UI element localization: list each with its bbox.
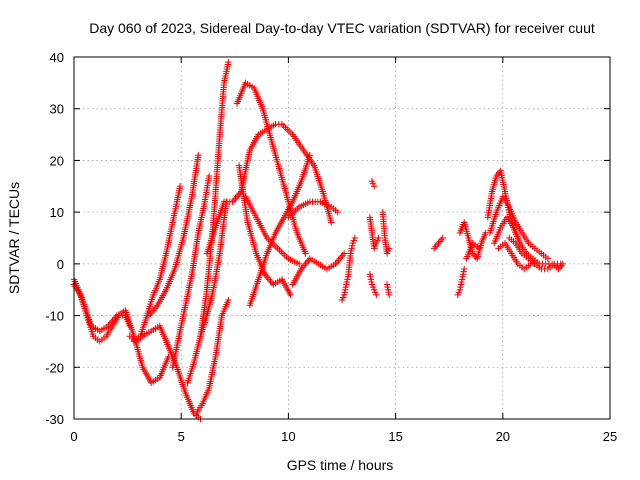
data-point-track-30 [558,262,565,269]
plot-frame [73,56,611,420]
x-tick-label: 25 [603,429,617,444]
x-axis-title: GPS time / hours [287,457,394,473]
data-point-track-16 [334,208,341,216]
data-point-track-5 [148,308,156,316]
data-point-track-29 [544,255,552,262]
data-point-track-10 [235,191,242,199]
data-point-track-10 [230,196,238,204]
data-layer [70,58,567,423]
data-point-track-18 [351,234,359,242]
y-tick-label: 40 [50,50,64,65]
data-point-track-24 [433,241,441,249]
data-point-track-17 [335,257,342,264]
data-point-track-5 [195,152,202,159]
data-point-track-12 [287,291,294,299]
data-point-track-17 [336,255,344,262]
data-point-track-17 [340,250,348,257]
data-point-track-11 [302,250,309,257]
x-tick-label: 15 [388,429,402,444]
y-tick-label: 20 [50,153,64,168]
data-point-track-12 [265,276,273,283]
data-point-track-6 [205,172,213,180]
y-tick-label: -30 [45,412,64,427]
data-point-track-5 [150,307,157,314]
data-point-track-24 [436,238,444,245]
data-point-track-17 [302,260,309,268]
data-point-track-24 [430,245,438,252]
data-point-track-24 [438,236,445,243]
data-point-track-22 [385,291,393,299]
chart-title: Day 060 of 2023, Sidereal Day-to-day VTE… [89,20,595,36]
data-point-track-10 [229,198,236,205]
y-tick-label: 10 [50,205,64,220]
data-point-track-15 [328,219,335,226]
x-tick-label: 20 [496,429,510,444]
data-point-track-17 [333,258,341,266]
y-tick-label: 30 [50,102,64,117]
data-point-track-24 [435,239,442,247]
data-point-track-17 [338,253,345,261]
y-tick-label: 0 [57,257,64,272]
data-point-track-24 [432,243,439,250]
data-point-track-10 [232,195,239,202]
data-point-track-17 [339,252,346,259]
data-point-track-21 [385,245,393,252]
data-point-track-13 [295,260,303,268]
axis-layer: 0 5 10 15 20 25 -30 -20 -10 0 10 20 30 40 [45,50,617,444]
x-tick-label: 10 [281,429,295,444]
data-point-track-20 [373,291,380,299]
y-tick-label: -10 [45,309,64,324]
data-point-track-32 [557,260,564,268]
data-point-track-17 [300,262,308,269]
data-point-track-7 [225,58,232,66]
x-tick-label: 0 [70,429,77,444]
data-point-track-12 [264,274,271,281]
data-point-track-23 [370,183,378,190]
data-point-track-24 [439,234,446,242]
data-point-track-3 [176,183,184,190]
y-tick-label: -20 [45,360,64,375]
grid-layer [74,57,610,419]
data-point-track-27 [476,245,483,252]
data-point-track-25 [461,265,468,273]
data-point-track-10 [233,193,241,200]
x-tick-label: 5 [178,429,185,444]
data-point-track-8 [225,296,232,304]
y-axis-title: SDTVAR / TECUs [6,182,22,294]
data-point-track-19 [375,234,382,242]
